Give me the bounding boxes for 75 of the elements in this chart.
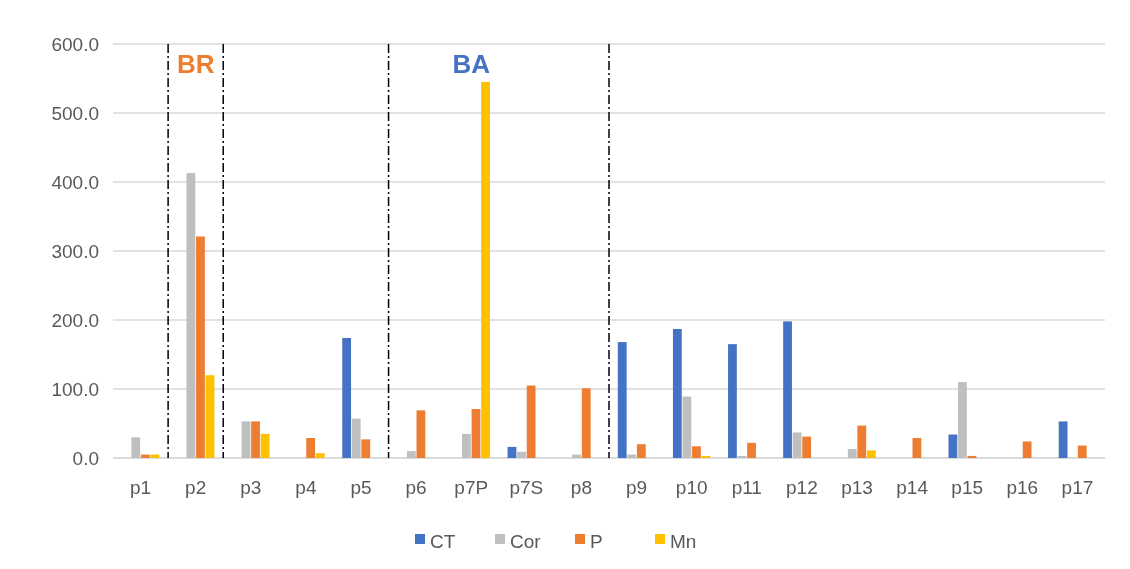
bar bbox=[462, 433, 471, 458]
x-tick-label: p17 bbox=[1061, 477, 1094, 498]
bar bbox=[581, 388, 591, 458]
bar bbox=[857, 425, 867, 458]
bar bbox=[196, 236, 205, 458]
bar bbox=[1058, 421, 1068, 458]
bar bbox=[627, 454, 637, 458]
x-tick-label: p3 bbox=[240, 477, 262, 498]
bar bbox=[481, 81, 490, 458]
y-tick-label: 500.0 bbox=[51, 102, 99, 124]
bar bbox=[948, 434, 958, 458]
y-tick-label: 600.0 bbox=[51, 33, 99, 55]
x-tick-label: p14 bbox=[896, 477, 929, 498]
bar bbox=[792, 432, 802, 458]
legend-label: Cor bbox=[510, 530, 542, 552]
bar bbox=[526, 385, 536, 458]
x-tick-label: p9 bbox=[625, 477, 648, 498]
bar bbox=[617, 342, 627, 458]
x-tick-label: p13 bbox=[841, 477, 873, 498]
y-tick-label: 400.0 bbox=[51, 171, 99, 193]
bar bbox=[205, 375, 215, 458]
bar bbox=[747, 442, 756, 458]
x-tick-label: p16 bbox=[1006, 477, 1039, 498]
x-tick-label: p2 bbox=[185, 477, 207, 498]
bar bbox=[572, 454, 582, 458]
bar bbox=[517, 451, 526, 458]
y-tick-label: 100.0 bbox=[51, 378, 99, 400]
bar bbox=[406, 451, 416, 458]
bar bbox=[241, 421, 251, 458]
bar bbox=[361, 439, 371, 458]
bar bbox=[692, 446, 701, 458]
bar bbox=[315, 453, 325, 458]
x-tick-label: p5 bbox=[350, 477, 372, 498]
y-tick-label: 300.0 bbox=[51, 240, 99, 262]
bar bbox=[351, 418, 361, 458]
x-tick-label: p6 bbox=[405, 477, 427, 498]
bar bbox=[682, 396, 692, 458]
bar bbox=[847, 449, 857, 458]
bar bbox=[416, 410, 426, 458]
bar bbox=[471, 409, 481, 458]
bar bbox=[140, 454, 150, 458]
bar bbox=[186, 173, 196, 458]
annotation: BR bbox=[176, 49, 215, 80]
bar bbox=[251, 421, 260, 458]
bar bbox=[131, 437, 141, 458]
x-tick-label: p10 bbox=[675, 477, 708, 498]
x-tick-label: p7P bbox=[454, 477, 489, 498]
legend-label: CT bbox=[430, 530, 456, 552]
x-tick-label: p15 bbox=[951, 477, 984, 498]
x-tick-label: p4 bbox=[295, 477, 317, 498]
bar bbox=[728, 344, 737, 458]
bar bbox=[672, 328, 682, 458]
annotation: BA bbox=[452, 49, 491, 80]
x-tick-label: p7S bbox=[509, 477, 544, 498]
bar bbox=[958, 382, 967, 458]
bar bbox=[783, 321, 792, 458]
bar bbox=[912, 437, 922, 458]
y-tick-label: 200.0 bbox=[51, 309, 99, 331]
x-tick-label: p11 bbox=[731, 477, 762, 498]
legend-label: Mn bbox=[670, 530, 697, 552]
x-tick-label: p12 bbox=[786, 477, 818, 498]
bar bbox=[507, 446, 517, 458]
bar bbox=[866, 450, 876, 458]
bar bbox=[150, 454, 160, 458]
bar bbox=[1022, 441, 1032, 458]
bar bbox=[342, 337, 352, 458]
x-tick-label: p8 bbox=[570, 477, 593, 498]
y-tick-label: 0.0 bbox=[72, 447, 99, 469]
legend-label: P bbox=[590, 530, 603, 552]
bar bbox=[1077, 445, 1087, 458]
bar bbox=[802, 436, 812, 458]
bar bbox=[636, 444, 646, 458]
x-tick-label: p1 bbox=[129, 477, 152, 498]
bar bbox=[306, 437, 316, 458]
bar bbox=[260, 433, 270, 458]
